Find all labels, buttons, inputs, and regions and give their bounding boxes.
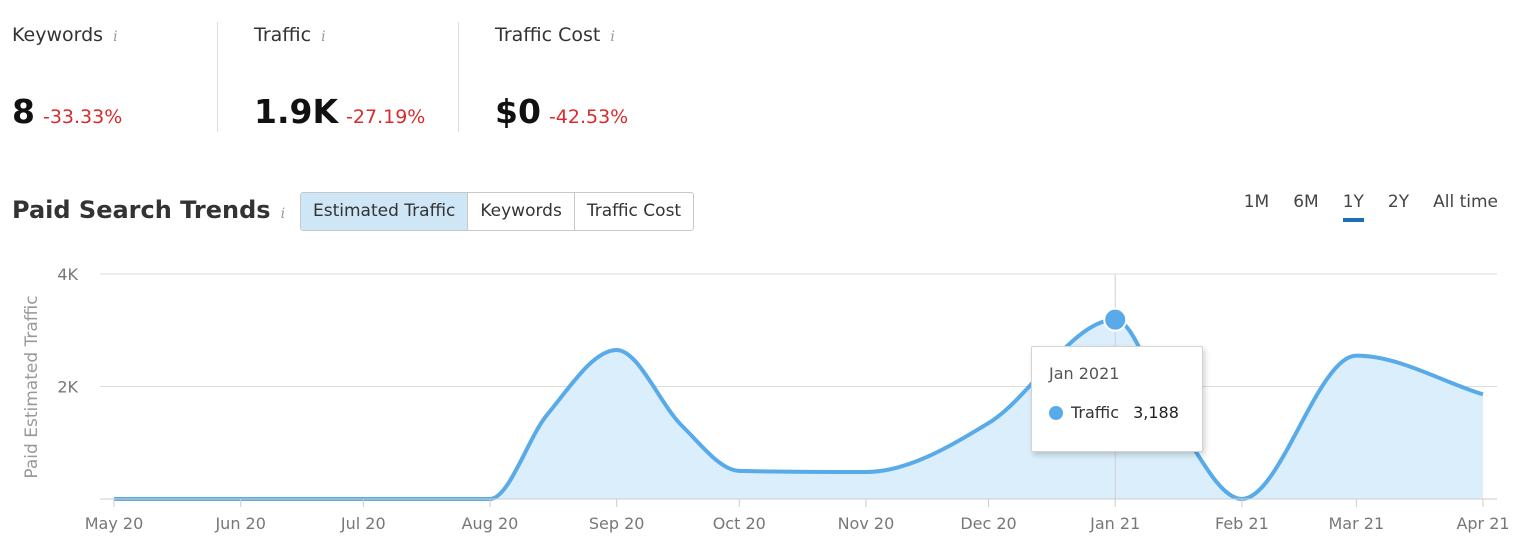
range-1m[interactable]: 1M [1243, 192, 1270, 212]
y-tick-label: 2K [57, 378, 78, 397]
x-tick-label: Feb 21 [1215, 514, 1269, 533]
tab-estimated-traffic[interactable]: Estimated Traffic [301, 193, 468, 230]
metric-value: 1.9K [254, 92, 339, 131]
x-tick-label: Aug 20 [462, 514, 519, 533]
section-title-text: Paid Search Trends [12, 196, 271, 224]
tab-traffic-cost[interactable]: Traffic Cost [573, 193, 693, 230]
x-tick-label: May 20 [85, 514, 144, 533]
x-tick-label: Sep 20 [589, 514, 645, 533]
info-icon[interactable]: i [321, 29, 326, 45]
y-tick-label: 4K [57, 265, 78, 284]
tab-keywords[interactable]: Keywords [467, 193, 573, 230]
metric-label: Keywords [12, 24, 104, 46]
divider [458, 22, 459, 132]
info-icon[interactable]: i [280, 206, 286, 222]
metric-label: Traffic Cost [495, 24, 601, 46]
metric-value: 8 [12, 92, 35, 131]
range-2y[interactable]: 2Y [1387, 192, 1410, 212]
metric-tabs: Estimated Traffic Keywords Traffic Cost [300, 192, 695, 231]
range-selector: 1M 6M 1Y 2Y All time [1220, 192, 1498, 222]
metric-traffic: Traffic i 1.9K -27.19% [254, 0, 454, 132]
info-icon[interactable]: i [113, 29, 118, 45]
highlight-point [1103, 307, 1128, 332]
tooltip-title: Jan 2021 [1049, 364, 1120, 383]
x-tick-label: Jun 20 [214, 514, 265, 533]
x-tick-label: Jan 21 [1089, 514, 1140, 533]
tooltip-series: Traffic [1071, 403, 1120, 422]
metric-traffic-cost: Traffic Cost i $0 -42.53% [495, 0, 715, 132]
series-dot-icon [1049, 405, 1063, 420]
section-title: Paid Search Trends i [12, 196, 285, 224]
y-axis-label: Paid Estimated Traffic [22, 295, 42, 478]
metric-delta: -42.53% [548, 106, 629, 128]
tooltip-value: 3,188 [1133, 403, 1179, 422]
range-6m[interactable]: 6M [1293, 192, 1319, 212]
range-1y[interactable]: 1Y [1342, 192, 1365, 222]
traffic-chart: 4K 2K Paid Estimated Traffic May 20 Jun 20 Ju… [22, 265, 1510, 533]
x-tick-label: Apr 21 [1456, 514, 1509, 533]
range-all-time[interactable]: All time [1433, 192, 1498, 212]
metric-keywords: Keywords i 8 -33.33% [12, 0, 212, 132]
chart-tooltip: Jan 2021 Traffic 3,188 [1031, 346, 1203, 452]
divider [217, 22, 218, 132]
info-icon[interactable]: i [610, 29, 615, 45]
metric-delta: -27.19% [346, 106, 426, 128]
x-tick-label: Nov 20 [838, 514, 895, 533]
x-tick-label: Dec 20 [960, 514, 1016, 533]
metric-value: $0 [495, 92, 541, 131]
metric-delta: -33.33% [42, 106, 123, 128]
x-tick-label: Oct 20 [713, 514, 766, 533]
x-tick-label: Mar 21 [1328, 514, 1384, 533]
x-tick-label: Jul 20 [340, 514, 386, 533]
metric-label: Traffic [254, 24, 312, 46]
